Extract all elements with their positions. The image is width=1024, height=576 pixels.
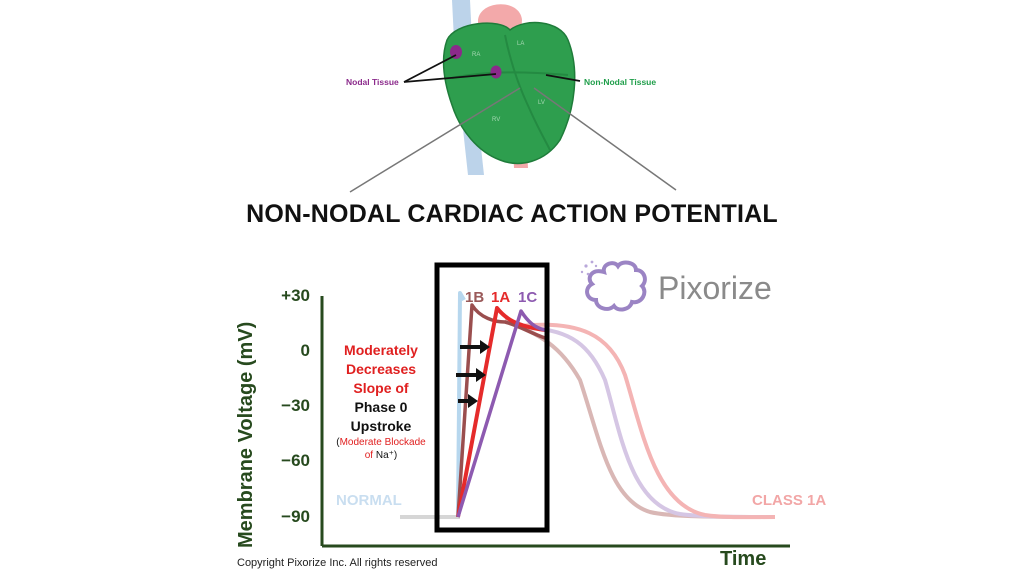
effect-line: Slope of bbox=[353, 380, 409, 396]
nodal-tissue-label: Nodal Tissue bbox=[346, 77, 399, 87]
effect-line: Upstroke bbox=[350, 418, 412, 434]
label-ra: RA bbox=[472, 52, 480, 58]
septum-line bbox=[504, 34, 551, 151]
non-nodal-leader bbox=[545, 74, 581, 82]
right-arrow-icon bbox=[458, 394, 478, 408]
page-title: NON-NODAL CARDIAC ACTION POTENTIAL bbox=[246, 200, 778, 228]
label-rv: RV bbox=[492, 117, 500, 123]
label-1c: 1C bbox=[518, 289, 537, 306]
y-axis-label: Membrane Voltage (mV) bbox=[235, 322, 257, 548]
label-1b: 1B bbox=[465, 289, 484, 306]
copyright-text: Copyright Pixorize Inc. All rights reser… bbox=[237, 557, 438, 569]
curve-1c bbox=[456, 309, 546, 518]
x-axis-label: Time bbox=[720, 548, 766, 570]
curves bbox=[400, 291, 776, 520]
av-line bbox=[451, 71, 569, 79]
heart-body bbox=[442, 21, 576, 165]
sa-node-dot bbox=[450, 45, 462, 59]
effect-note: (Moderate Blockade of Na⁺) bbox=[336, 437, 426, 461]
heart-illustration: RA LA RV LV Nodal Tissue Non-Nodal Tissu… bbox=[346, 0, 677, 193]
right-arrow-icon bbox=[456, 368, 486, 382]
brain-icon bbox=[580, 260, 647, 312]
label-normal: NORMAL bbox=[336, 492, 402, 509]
curve-normal bbox=[456, 291, 466, 518]
label-lv: LV bbox=[538, 100, 545, 106]
y-tick-label: +30 bbox=[281, 286, 310, 305]
effect-line: Moderately bbox=[344, 342, 418, 358]
zoom-line-left bbox=[349, 87, 521, 193]
brand-name: Pixorize bbox=[658, 270, 772, 306]
right-arrow-icon bbox=[460, 340, 490, 354]
label-class1a: CLASS 1A bbox=[752, 492, 826, 509]
av-node-dot bbox=[490, 65, 502, 79]
non-nodal-tissue-label: Non-Nodal Tissue bbox=[584, 77, 656, 87]
nodal-leader-2 bbox=[403, 73, 497, 83]
chart-area: Membrane Voltage (mV) Time +30 0 −30 −60… bbox=[235, 286, 790, 570]
effect-line: Decreases bbox=[345, 361, 417, 377]
label-la: LA bbox=[517, 41, 524, 47]
curve-1c-tail bbox=[529, 326, 776, 519]
zoom-line-right bbox=[533, 87, 677, 191]
curve-1b bbox=[456, 303, 546, 518]
effect-line: Phase 0 bbox=[354, 399, 408, 415]
label-1a: 1A bbox=[491, 289, 510, 306]
effect-description: Moderately Decreases Slope of Phase 0 Up… bbox=[322, 341, 440, 462]
y-tick-label: −60 bbox=[281, 451, 310, 470]
y-tick-label: −30 bbox=[281, 396, 310, 415]
y-tick-label: −90 bbox=[281, 507, 310, 526]
phase0-highlight-box bbox=[434, 262, 550, 533]
y-tick-label: 0 bbox=[301, 341, 310, 360]
nodal-leader-1 bbox=[403, 54, 457, 83]
curve-class1a-tail bbox=[519, 322, 776, 520]
